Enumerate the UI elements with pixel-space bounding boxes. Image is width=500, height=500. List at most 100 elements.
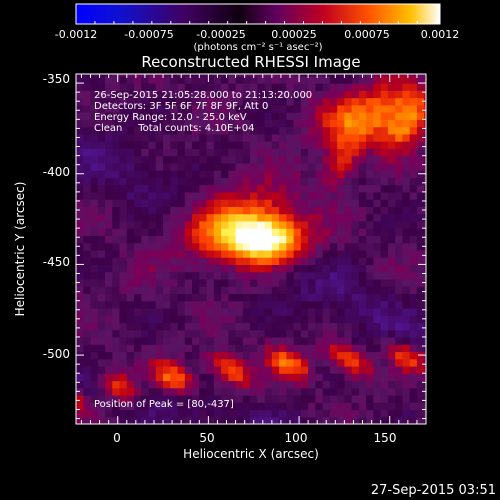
heatmap-cell [380,402,389,411]
heatmap-cell [163,148,171,157]
heatmap-cell [300,329,309,338]
heatmap-cell [257,235,266,244]
heatmap-cell [163,235,171,244]
heatmap-cell [271,119,280,128]
heatmap-cell [76,336,84,345]
heatmap-cell [286,75,295,84]
heatmap-cell [119,416,128,424]
heatmap-cell [424,184,426,193]
heatmap-cell [119,213,128,222]
heatmap-cell [199,90,208,99]
heatmap-cell [221,358,229,367]
heatmap-cell [279,307,287,316]
heatmap-cell [351,235,360,244]
heatmap-cell [148,409,157,418]
heatmap-cell [271,249,280,258]
heatmap-cell [242,213,251,222]
heatmap-cell [329,199,338,207]
heatmap-cell [337,126,345,135]
heatmap-cell [126,307,135,316]
heatmap-cell [228,162,237,171]
heatmap-cell [192,358,200,367]
heatmap-cell [199,133,208,142]
heatmap-cell [184,409,193,418]
heatmap-cell [141,235,150,244]
heatmap-cell [416,286,425,295]
heatmap-cell [308,112,316,120]
heatmap-cell [97,365,106,374]
heatmap-cell [300,387,309,396]
heatmap-cell [134,83,142,91]
heatmap-cell [155,184,164,193]
heatmap-cell [271,315,280,324]
heatmap-cell [97,264,106,273]
heatmap-cell [286,119,295,128]
heatmap-cell [83,249,92,258]
heatmap-cell [322,329,331,338]
heatmap-cell [380,336,389,345]
heatmap-cell [155,322,164,331]
heatmap-cell [286,184,295,193]
heatmap-cell [177,83,186,91]
heatmap-cell [424,177,426,186]
heatmap-cell [337,177,345,186]
heatmap-cell [424,112,426,120]
heatmap-cell [271,409,280,418]
heatmap-cell [257,177,266,186]
heatmap-cell [155,416,164,424]
heatmap-cell [170,74,179,77]
heatmap-cell [242,257,251,266]
heatmap-cell [192,141,200,149]
heatmap-cell [170,293,179,302]
heatmap-cell [213,213,222,222]
heatmap-cell [344,264,353,273]
heatmap-cell [337,402,345,411]
heatmap-cell [250,402,258,411]
heatmap-cell [105,336,113,345]
heatmap-cell [366,126,375,135]
heatmap-cell [119,235,128,244]
heatmap-cell [184,184,193,193]
heatmap-cell [351,199,360,207]
heatmap-cell [235,155,244,164]
heatmap-cell [228,90,237,99]
heatmap-cell [373,329,382,338]
heatmap-cell [373,307,382,316]
heatmap-cell [337,264,345,273]
heatmap-cell [105,387,113,396]
heatmap-cell [83,75,92,84]
heatmap-cell [271,141,280,149]
heatmap-cell [184,329,193,338]
heatmap-cell [395,75,404,84]
heatmap-cell [199,286,208,295]
heatmap-cell [351,351,360,360]
heatmap-cell [112,373,121,382]
heatmap-cell [315,213,324,222]
heatmap-cell [337,387,345,396]
heatmap-cell [358,394,367,403]
heatmap-cell [206,373,215,382]
heatmap-cell [184,257,193,266]
heatmap-cell [221,278,229,287]
heatmap-cell [213,249,222,258]
heatmap-cell [315,228,324,236]
heatmap-cell [105,271,113,280]
heatmap-cell [235,257,244,266]
heatmap-cell [192,228,200,236]
heatmap-cell [395,307,404,316]
heatmap-cell [213,90,222,99]
annotation-energy-range: Energy Range: 12.0 - 25.0 keV [94,112,247,123]
heatmap-cell [257,394,266,403]
heatmap-cell [395,141,404,149]
heatmap-cell [366,90,375,99]
heatmap-cell [105,315,113,324]
heatmap-cell [351,249,360,258]
y-axis-label: Heliocentric Y (arcsec) [13,182,27,317]
heatmap-cell [366,112,375,120]
heatmap-cell [329,155,338,164]
heatmap-cell [83,315,92,324]
heatmap-cell [424,74,426,77]
heatmap-cell [83,119,92,128]
heatmap-cell [112,235,121,244]
heatmap-cell [329,416,338,424]
